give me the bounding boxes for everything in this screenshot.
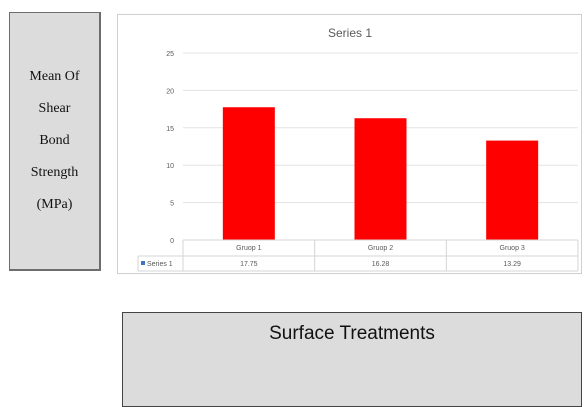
x-tick-label: Gruop 1: [236, 245, 261, 252]
chart-frame: Series 1 0 5 10 15 20 25 Gruop 1 17.75 Gruop 2 16.…: [117, 14, 582, 274]
bar-chart: Series 1 0 5 10 15 20 25 Gruop 1 17.75 Gruop 2 16.…: [137, 26, 579, 272]
x-tick-label: Gruop 3: [500, 245, 525, 252]
x-tick-label: Gruop 2: [368, 245, 393, 252]
bar-3: [486, 140, 539, 240]
x-axis-label-box: Surface Treatments: [122, 312, 582, 407]
y-axis-label-line-4: Strength: [30, 165, 79, 180]
y-tick-label: 15: [166, 126, 174, 133]
x-axis-label: Surface Treatments: [269, 323, 435, 344]
data-table-value: 16.28: [372, 261, 390, 268]
bar-2: [354, 118, 407, 240]
chart-title: Series 1: [328, 26, 372, 40]
y-tick-label: 0: [170, 238, 174, 245]
data-table-value: 17.75: [240, 261, 258, 268]
y-axis-label-line-5: (MPa): [36, 197, 73, 212]
y-tick-label: 5: [170, 201, 174, 208]
data-table-value: 13.29: [503, 261, 521, 268]
y-tick-label: 25: [166, 51, 174, 58]
legend-label: Series 1: [147, 261, 173, 268]
y-axis-label-line-2: Shear: [38, 101, 71, 116]
y-axis-label-line-3: Bond: [39, 133, 70, 148]
y-tick-label: 10: [166, 163, 174, 170]
legend-key: [141, 261, 145, 265]
bar-1: [222, 107, 275, 240]
y-axis-label-line-1: Mean Of: [29, 69, 80, 84]
y-axis-label-box: Mean Of Shear Bond Strength (MPa): [9, 12, 101, 271]
y-tick-label: 20: [166, 88, 174, 95]
